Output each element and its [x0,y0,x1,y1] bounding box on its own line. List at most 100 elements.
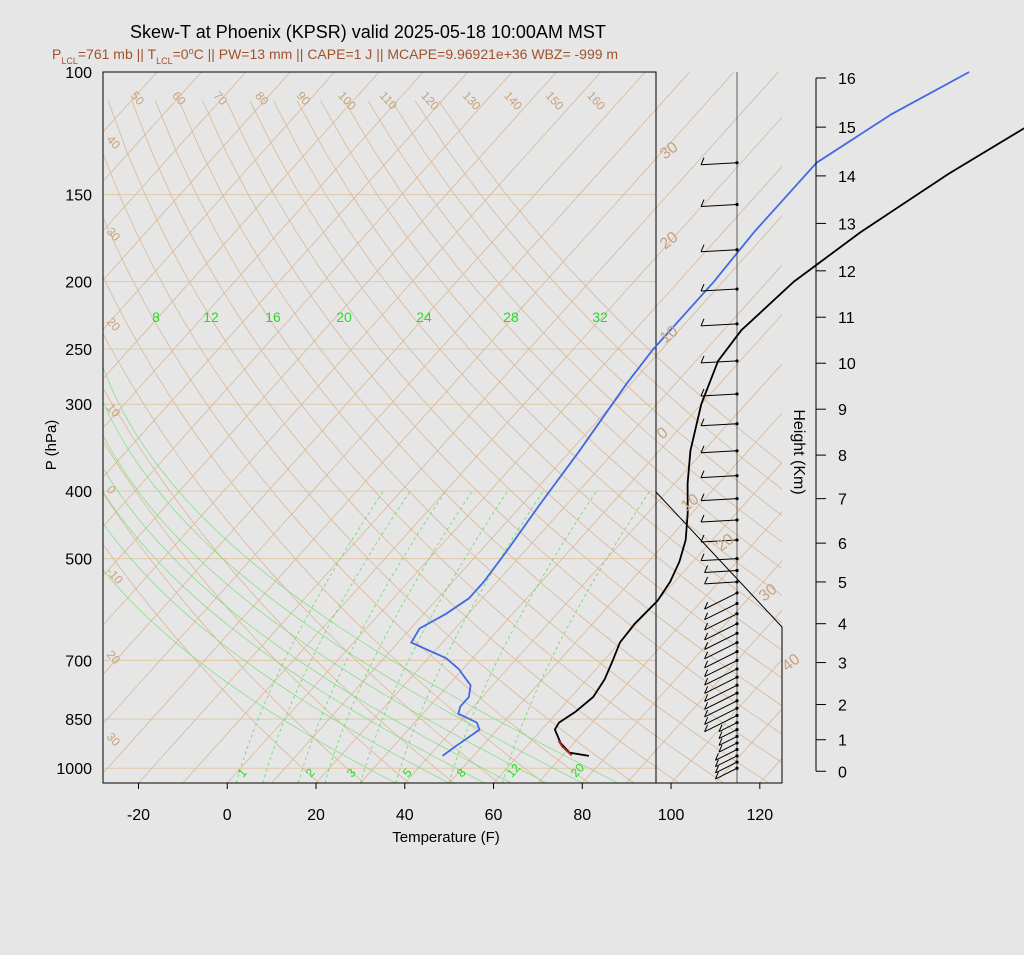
chart-title: Skew-T at Phoenix (KPSR) valid 2025-05-1… [130,22,606,42]
isotherm-label: 50 [128,89,148,109]
isotherm-line [0,72,601,783]
pressure-tick-label: 1000 [56,761,92,778]
height-tick-label: 8 [838,448,847,465]
height-tick-label: 2 [838,698,847,715]
isotherm-label: 120 [418,89,442,113]
height-tick-label: 5 [838,575,847,592]
wind-point [735,161,738,164]
isotherm-line [0,72,157,783]
wind-point [735,538,738,541]
wind-barb-feather [701,356,704,363]
pressure-tick-label: 700 [65,653,92,670]
mixing-ratio-top-label: 24 [416,309,432,325]
isotherm-line [849,72,1024,783]
wind-barb [705,643,737,659]
wind-point [735,248,738,251]
isotherm-label: 150 [543,89,567,113]
wind-point [735,735,738,738]
wind-point [735,497,738,500]
isotherm-line [5,72,645,783]
isotherm-line [494,72,1024,783]
temperature-tick-label: 40 [396,807,414,824]
isotherm-label: 160 [584,89,608,113]
dry-adiabat-line [132,101,724,783]
height-tick-label: 3 [838,656,847,673]
wind-point [735,287,738,290]
dry-adiabat-label: 20 [104,648,124,668]
temperature-tick-label: 120 [746,807,773,824]
height-axis-title: Height (Km) [790,409,807,494]
wind-point [735,684,738,687]
isotherm-line [0,72,468,783]
wind-barb-feather [701,245,704,252]
isotherm-label: 140 [501,89,525,113]
wind-point [735,203,738,206]
wind-barb [701,520,737,522]
mixing-ratio-bottom-label: 5 [400,765,415,780]
right-side-label: 20 [657,229,682,253]
wind-point [735,569,738,572]
height-tick-label: 1 [838,733,847,750]
wind-barb [701,324,737,326]
dry-adiabat-label: 0 [104,483,119,498]
wind-point [735,714,738,717]
wind-point [735,667,738,670]
wind-point [735,676,738,679]
mixing-ratio-line [360,491,507,783]
wind-barb [705,708,737,724]
wind-point [735,754,738,757]
dry-adiabat-label: 30 [104,225,124,245]
wind-region-outline [656,72,782,783]
wind-barb-feather [701,319,704,326]
mixing-ratio-bottom-label: 1 [235,765,250,780]
isotherm-line [183,72,823,783]
wind-point [735,422,738,425]
temperature-tick-label: 60 [485,807,503,824]
isotherm-line [0,72,512,783]
wind-point [735,761,738,764]
wind-barb [701,205,737,207]
wind-point [735,322,738,325]
dry-adiabat-line [274,101,995,783]
temperature-tick-label: 0 [223,807,232,824]
pressure-tick-label: 200 [65,275,92,292]
mixing-ratio-top-label: 32 [592,309,608,325]
wind-barb-feather [701,554,704,561]
moist-adiabat-line [38,349,449,783]
wind-barb [705,571,737,573]
isotherm-line [139,72,779,783]
wind-point [735,748,738,751]
temperature-tick-label: 80 [573,807,591,824]
wind-barb [705,614,737,630]
moist-adiabat-line [97,349,618,783]
isotherm-label: 80 [252,89,272,109]
height-tick-label: 10 [838,356,856,373]
isotherm-line [50,72,690,783]
pressure-tick-label: 100 [65,65,92,82]
wind-point [735,612,738,615]
wind-barb [701,424,737,426]
right-side-label: 10 [657,323,682,347]
wind-barb [715,750,737,761]
y-axis-title: P (hPa) [43,420,60,471]
mixing-ratio-line [396,491,543,783]
isotherm-line [360,72,1000,783]
isotherm-line [0,72,423,783]
isotherm-line [538,72,1024,783]
wind-point [735,650,738,653]
grid-layer [0,72,1024,783]
wind-barb [701,499,737,501]
wind-point [735,474,738,477]
wind-point [735,767,738,770]
mixing-ratio-top-label: 16 [265,309,281,325]
right-side-label: 40 [779,651,804,675]
wind-point [735,707,738,710]
pressure-tick-label: 150 [65,188,92,205]
wind-barb [705,685,737,701]
height-tick-label: 4 [838,617,847,634]
wind-barb [705,677,737,693]
isotherm-label: 70 [211,89,231,109]
mixing-ratio-line [263,491,410,783]
wind-point [735,449,738,452]
